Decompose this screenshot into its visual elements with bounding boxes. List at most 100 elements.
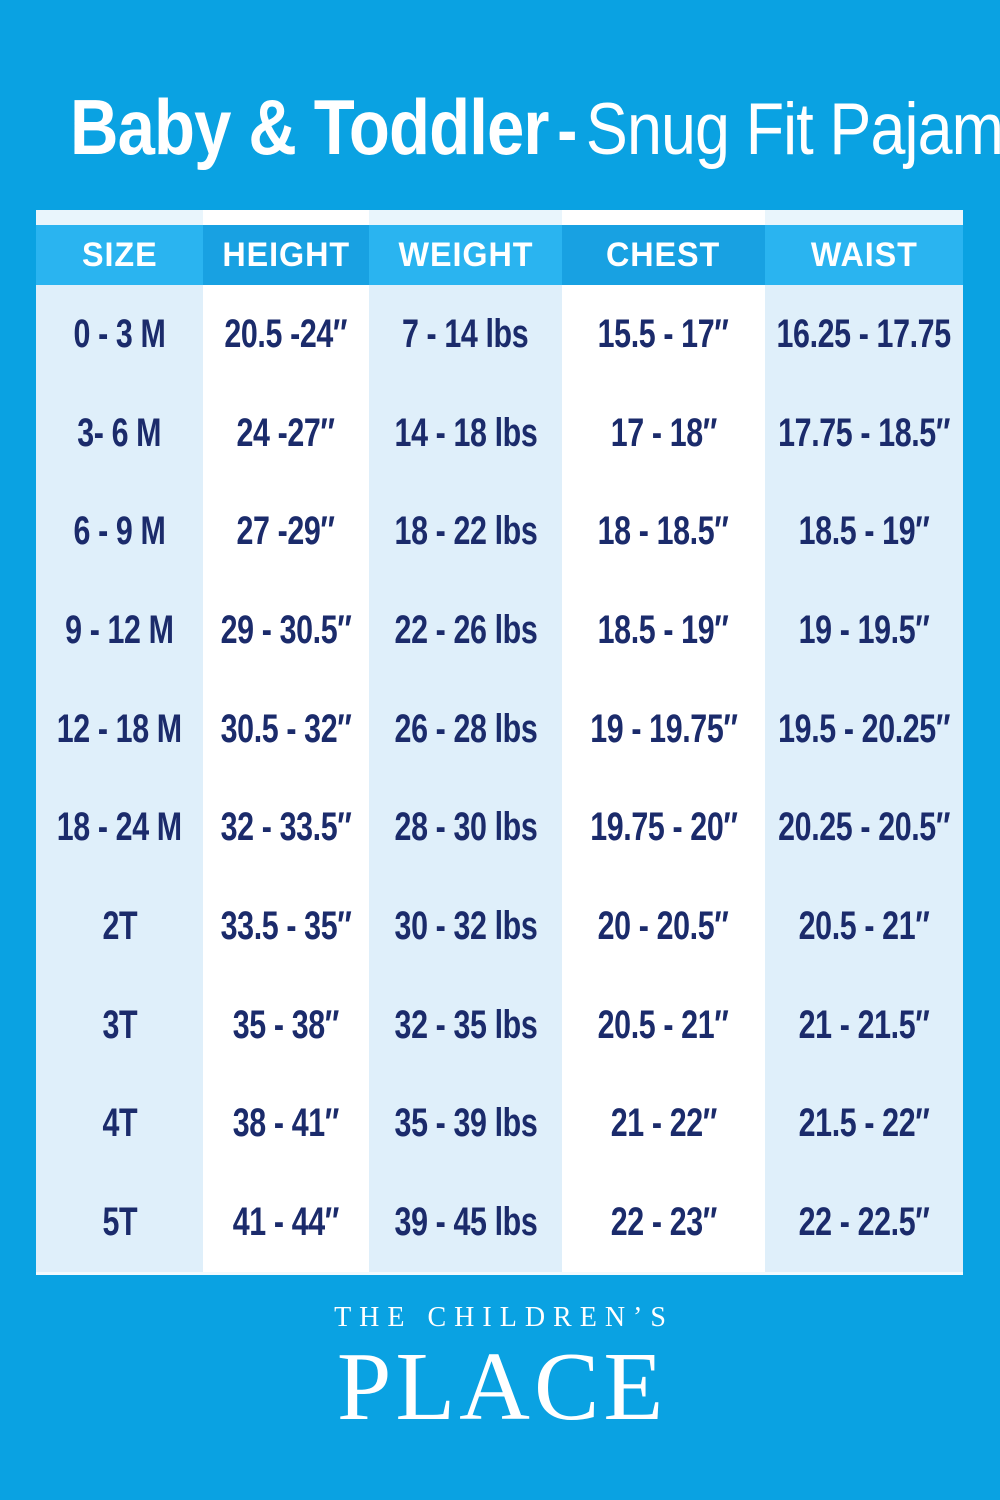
cell-value: 18 - 18.5″ [598, 509, 729, 554]
column-header-waist: WAIST [765, 225, 963, 285]
cell-value: 18.5 - 19″ [598, 607, 729, 652]
cell-value: 19.75 - 20″ [589, 805, 738, 850]
brand-logo-bottom-line: PLACE [336, 1333, 668, 1441]
cell-value: 20.5 - 21″ [798, 903, 930, 948]
cell-value: 18 - 24 M [57, 805, 182, 850]
cell-value: 30.5 - 32″ [220, 706, 352, 751]
cell-weight: 39 - 45 lbs [369, 1173, 562, 1272]
cell-value: 7 - 14 lbs [402, 311, 529, 356]
cell-height: 30.5 - 32″ [203, 679, 369, 779]
cell-value: 3T [102, 1002, 137, 1047]
cell-size: 12 - 18 M [36, 679, 203, 779]
cell-chest: 18 - 18.5″ [562, 482, 765, 582]
cell-size: 3T [36, 975, 203, 1075]
cell-value: 26 - 28 lbs [394, 706, 537, 751]
cell-value: 17.75 - 18.5″ [778, 410, 950, 455]
page-title: Baby & Toddler-Snug Fit Pajamas [70, 82, 1000, 173]
cell-value: 32 - 35 lbs [394, 1002, 537, 1047]
cell-value: 35 - 39 lbs [394, 1101, 537, 1146]
brand-logo: THE CHILDREN’S PLACE [0, 1302, 1000, 1436]
cell-chest: 19.75 - 20″ [562, 778, 765, 878]
cell-value: 0 - 3 M [73, 311, 166, 356]
cell-weight: 28 - 30 lbs [369, 778, 562, 878]
cell-chest: 20 - 20.5″ [562, 877, 765, 976]
cell-waist: 18.5 - 19″ [765, 482, 963, 582]
cell-waist: 19 - 19.5″ [765, 581, 963, 680]
cell-value: 9 - 12 M [65, 607, 174, 652]
cell-value: 41 - 44″ [232, 1200, 340, 1245]
cell-value: 20 - 20.5″ [598, 903, 729, 948]
cell-size: 0 - 3 M [36, 285, 203, 384]
page-title-light: Snug Fit Pajamas [585, 89, 1000, 170]
cell-value: 18.5 - 19″ [798, 509, 930, 554]
table-top-strip [369, 210, 562, 225]
cell-value: 24 -27″ [236, 410, 336, 455]
cell-value: 33.5 - 35″ [220, 903, 352, 948]
cell-waist: 17.75 - 18.5″ [765, 383, 963, 483]
cell-chest: 22 - 23″ [562, 1173, 765, 1272]
cell-value: 38 - 41″ [232, 1101, 340, 1146]
cell-value: 21 - 21.5″ [798, 1002, 930, 1047]
cell-value: 21.5 - 22″ [798, 1101, 930, 1146]
cell-value: 20.25 - 20.5″ [778, 805, 950, 850]
column-header-label: HEIGHT [222, 235, 350, 274]
cell-height: 24 -27″ [203, 383, 369, 483]
page-title-bold: Baby & Toddler [70, 83, 550, 171]
cell-waist: 19.5 - 20.25″ [765, 679, 963, 779]
column-header-label: WAIST [810, 235, 918, 274]
cell-value: 20.5 -24″ [224, 311, 348, 356]
cell-size: 4T [36, 1074, 203, 1174]
cell-weight: 30 - 32 lbs [369, 877, 562, 976]
cell-value: 14 - 18 lbs [394, 410, 537, 455]
cell-value: 21 - 22″ [610, 1101, 717, 1146]
cell-value: 16.25 - 17.75 [776, 311, 952, 356]
cell-weight: 35 - 39 lbs [369, 1074, 562, 1174]
cell-value: 19 - 19.75″ [589, 706, 738, 751]
cell-waist: 20.25 - 20.5″ [765, 778, 963, 878]
cell-height: 38 - 41″ [203, 1074, 369, 1174]
cell-size: 2T [36, 877, 203, 976]
cell-size: 6 - 9 M [36, 482, 203, 582]
cell-weight: 14 - 18 lbs [369, 383, 562, 483]
cell-value: 19.5 - 20.25″ [778, 706, 950, 751]
table-top-strip [562, 210, 765, 225]
cell-value: 32 - 33.5″ [220, 805, 352, 850]
column-header-label: SIZE [81, 235, 158, 274]
cell-height: 35 - 38″ [203, 975, 369, 1075]
cell-value: 20.5 - 21″ [598, 1002, 729, 1047]
cell-value: 35 - 38″ [232, 1002, 340, 1047]
column-header-label: WEIGHT [398, 235, 533, 274]
cell-value: 15.5 - 17″ [598, 311, 729, 356]
cell-size: 5T [36, 1173, 203, 1272]
cell-value: 30 - 32 lbs [394, 903, 537, 948]
cell-value: 27 -29″ [236, 509, 336, 554]
cell-height: 27 -29″ [203, 482, 369, 582]
cell-value: 17 - 18″ [610, 410, 717, 455]
cell-value: 19 - 19.5″ [798, 607, 930, 652]
cell-value: 5T [102, 1200, 137, 1245]
cell-value: 22 - 22.5″ [798, 1200, 930, 1245]
cell-value: 6 - 9 M [73, 509, 166, 554]
cell-height: 33.5 - 35″ [203, 877, 369, 976]
table-top-strip [765, 210, 963, 225]
cell-height: 32 - 33.5″ [203, 778, 369, 878]
cell-chest: 21 - 22″ [562, 1074, 765, 1174]
cell-weight: 32 - 35 lbs [369, 975, 562, 1075]
cell-value: 18 - 22 lbs [394, 509, 537, 554]
cell-waist: 16.25 - 17.75 [765, 285, 963, 384]
cell-chest: 19 - 19.75″ [562, 679, 765, 779]
cell-size: 9 - 12 M [36, 581, 203, 680]
size-chart-table: SIZE HEIGHT WEIGHT CHEST WAIST 0 - 3 M 2… [36, 210, 963, 1275]
cell-waist: 21.5 - 22″ [765, 1074, 963, 1174]
cell-height: 29 - 30.5″ [203, 581, 369, 680]
cell-value: 3- 6 M [77, 410, 162, 455]
cell-height: 20.5 -24″ [203, 285, 369, 384]
page-title-separator: - [557, 91, 578, 169]
cell-waist: 21 - 21.5″ [765, 975, 963, 1075]
table-top-strip [203, 210, 369, 225]
brand-logo-top-line: THE CHILDREN’S [334, 1302, 674, 1333]
cell-weight: 7 - 14 lbs [369, 285, 562, 384]
cell-chest: 20.5 - 21″ [562, 975, 765, 1075]
cell-waist: 20.5 - 21″ [765, 877, 963, 976]
cell-size: 18 - 24 M [36, 778, 203, 878]
